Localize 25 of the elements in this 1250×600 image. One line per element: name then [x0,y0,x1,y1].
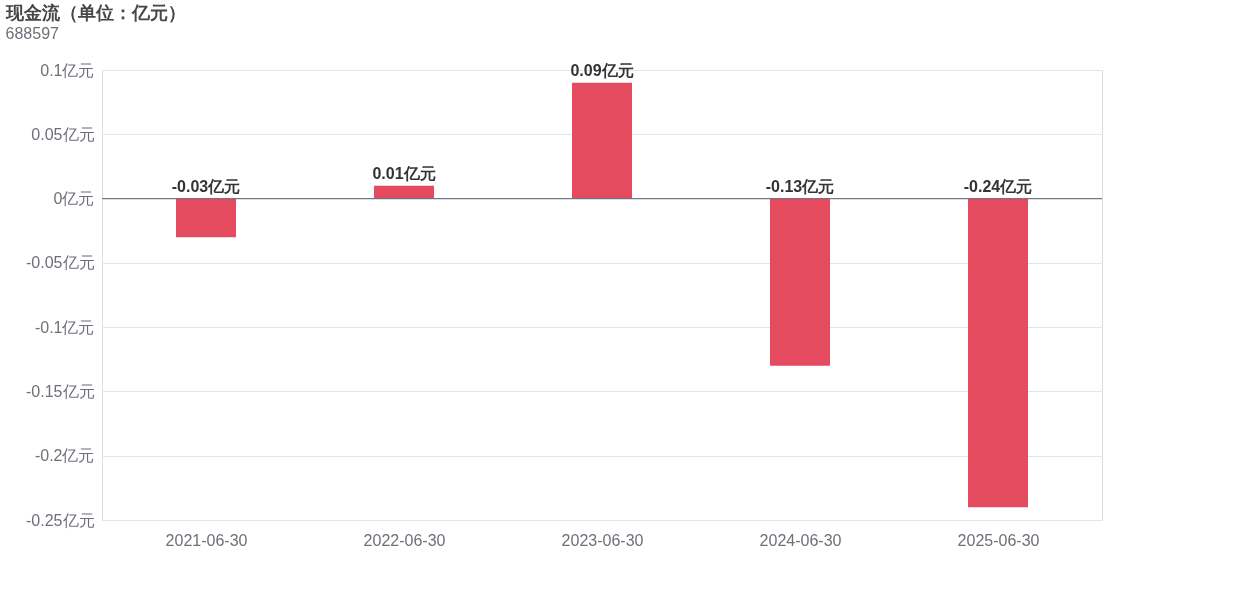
bar [176,198,236,238]
y-tick-label: -0.25亿元 [26,511,95,529]
y-tick-label: -0.05亿元 [26,254,95,272]
y-tick-label: 0.1亿元 [40,61,95,79]
x-tick-label: 2024-06-30 [759,531,842,549]
x-tick-label: 2023-06-30 [561,531,644,549]
data-label: 0.01亿元 [372,164,436,182]
x-tick-label: 2022-06-30 [363,531,446,549]
y-tick-label: -0.2亿元 [34,447,95,465]
y-tick-label: 0.05亿元 [31,125,95,143]
y-tick-label: -0.1亿元 [34,318,95,336]
chart-subtitle: 688597 [5,25,60,42]
bar [572,82,632,199]
data-label: -0.13亿元 [765,177,835,195]
bar [374,185,434,199]
y-tick-label: -0.15亿元 [26,382,95,400]
x-tick-label: 2025-06-30 [957,531,1040,549]
bar [968,198,1028,508]
bar [770,198,830,366]
y-tick-label: 0亿元 [53,190,95,208]
data-label: -0.03亿元 [171,177,241,195]
data-label: -0.24亿元 [963,177,1033,195]
x-tick-label: 2021-06-30 [165,531,248,549]
data-label: 0.09亿元 [570,61,634,79]
chart-title: 现金流（单位：亿元） [4,3,186,23]
